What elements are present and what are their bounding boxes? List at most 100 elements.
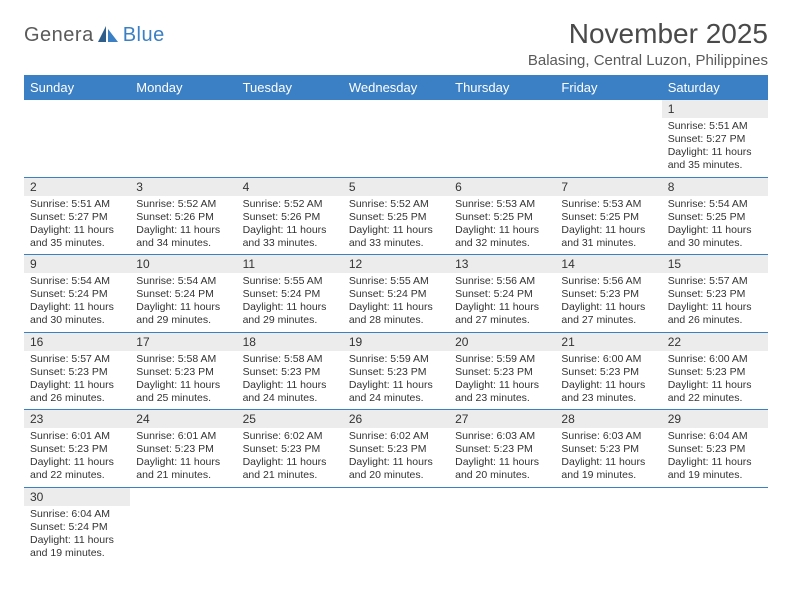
day-content-cell: Sunrise: 5:54 AMSunset: 5:25 PMDaylight:… xyxy=(662,196,768,255)
day-content-cell: Sunrise: 5:58 AMSunset: 5:23 PMDaylight:… xyxy=(130,351,236,410)
day-content-cell: Sunrise: 6:04 AMSunset: 5:24 PMDaylight:… xyxy=(24,506,130,565)
sunset-text: Sunset: 5:23 PM xyxy=(561,288,655,301)
calendar-table: SundayMondayTuesdayWednesdayThursdayFrid… xyxy=(24,75,768,564)
sunset-text: Sunset: 5:24 PM xyxy=(136,288,230,301)
day-content-cell: Sunrise: 5:51 AMSunset: 5:27 PMDaylight:… xyxy=(662,118,768,177)
day-content-cell xyxy=(343,118,449,177)
day-number-cell: 23 xyxy=(24,410,130,428)
day-content-cell: Sunrise: 5:53 AMSunset: 5:25 PMDaylight:… xyxy=(555,196,661,255)
day-number-cell: 14 xyxy=(555,255,661,273)
day-content-cell: Sunrise: 5:53 AMSunset: 5:25 PMDaylight:… xyxy=(449,196,555,255)
sunrise-text: Sunrise: 5:54 AM xyxy=(136,275,230,288)
sunrise-text: Sunrise: 5:53 AM xyxy=(561,198,655,211)
day-content-cell: Sunrise: 5:52 AMSunset: 5:26 PMDaylight:… xyxy=(237,196,343,255)
sunset-text: Sunset: 5:25 PM xyxy=(455,211,549,224)
sunset-text: Sunset: 5:23 PM xyxy=(243,366,337,379)
day-content-cell xyxy=(449,506,555,565)
sunrise-text: Sunrise: 5:58 AM xyxy=(136,353,230,366)
day-number-cell xyxy=(343,488,449,506)
day-content-row: Sunrise: 6:01 AM Sunset: 5:23 PM Daylight:… xyxy=(24,428,768,487)
day-content-cell xyxy=(130,118,236,177)
sunset-text: Sunset: 5:25 PM xyxy=(561,211,655,224)
sunrise-text: Sunrise: 6:03 AM xyxy=(455,430,549,443)
day-content-cell: Sunrise: 5:55 AMSunset: 5:24 PMDaylight:… xyxy=(343,273,449,332)
daynum-row: 16171819202122 xyxy=(24,333,768,351)
day-number-cell xyxy=(130,488,236,506)
sunrise-text: Sunrise: 5:56 AM xyxy=(455,275,549,288)
day-number-cell: 16 xyxy=(24,333,130,351)
sunset-text: Sunset: 5:24 PM xyxy=(30,521,124,534)
day-number-cell: 13 xyxy=(449,255,555,273)
day-content-cell: Sunrise: 5:57 AMSunset: 5:23 PMDaylight:… xyxy=(24,351,130,410)
daynum-row: 1 xyxy=(24,100,768,118)
daynum-row: 2345678 xyxy=(24,178,768,196)
logo: Genera Blue xyxy=(24,24,165,47)
sunset-text: Sunset: 5:23 PM xyxy=(668,366,762,379)
sunset-text: Sunset: 5:23 PM xyxy=(243,443,337,456)
sunset-text: Sunset: 5:24 PM xyxy=(455,288,549,301)
sunrise-text: Sunrise: 5:55 AM xyxy=(243,275,337,288)
daylight-text: Daylight: 11 hours and 26 minutes. xyxy=(30,379,124,405)
day-number-cell: 11 xyxy=(237,255,343,273)
sunrise-text: Sunrise: 6:01 AM xyxy=(30,430,124,443)
daylight-text: Daylight: 11 hours and 30 minutes. xyxy=(668,224,762,250)
sunset-text: Sunset: 5:27 PM xyxy=(668,133,762,146)
sunrise-text: Sunrise: 6:01 AM xyxy=(136,430,230,443)
day-number-cell: 21 xyxy=(555,333,661,351)
day-content-cell: Sunrise: 5:55 AMSunset: 5:24 PMDaylight:… xyxy=(237,273,343,332)
sunset-text: Sunset: 5:23 PM xyxy=(561,366,655,379)
daynum-row: 30 xyxy=(24,488,768,506)
daylight-text: Daylight: 11 hours and 33 minutes. xyxy=(243,224,337,250)
sunrise-text: Sunrise: 5:57 AM xyxy=(668,275,762,288)
day-content-row: Sunrise: 5:51 AMSunset: 5:27 PMDaylight:… xyxy=(24,196,768,255)
daylight-text: Daylight: 11 hours and 35 minutes. xyxy=(668,146,762,172)
day-header-sunday: Sunday xyxy=(24,75,130,100)
day-number-cell xyxy=(555,100,661,118)
daylight-text: Daylight: 11 hours and 29 minutes. xyxy=(136,301,230,327)
sunset-text: Sunset: 5:26 PM xyxy=(243,211,337,224)
sunset-text: Sunset: 5:23 PM xyxy=(136,366,230,379)
day-content-cell: Sunrise: 5:52 AMSunset: 5:26 PMDaylight:… xyxy=(130,196,236,255)
sunset-text: Sunset: 5:23 PM xyxy=(668,288,762,301)
day-number-cell xyxy=(343,100,449,118)
daylight-text: Daylight: 11 hours and 24 minutes. xyxy=(349,379,443,405)
day-number-cell: 22 xyxy=(662,333,768,351)
daylight-text: Daylight: 11 hours and 29 minutes. xyxy=(243,301,337,327)
day-content-cell xyxy=(130,506,236,565)
sunset-text: Sunset: 5:23 PM xyxy=(30,366,124,379)
day-content-cell xyxy=(237,506,343,565)
header: Genera Blue November 2025 Balasing, Cent… xyxy=(24,18,768,69)
sunrise-text: Sunrise: 6:00 AM xyxy=(668,353,762,366)
day-number-cell: 6 xyxy=(449,178,555,196)
day-content-cell: Sunrise: 6:03 AMSunset: 5:23 PMDaylight:… xyxy=(555,428,661,487)
day-content-cell: Sunrise: 5:58 AMSunset: 5:23 PMDaylight:… xyxy=(237,351,343,410)
day-content-cell xyxy=(449,118,555,177)
daylight-text: Daylight: 11 hours and 22 minutes. xyxy=(668,379,762,405)
sunrise-text: Sunrise: 5:54 AM xyxy=(30,275,124,288)
day-number-cell: 18 xyxy=(237,333,343,351)
sunrise-text: Sunrise: 5:52 AM xyxy=(349,198,443,211)
day-number-cell: 27 xyxy=(449,410,555,428)
day-header-row: SundayMondayTuesdayWednesdayThursdayFrid… xyxy=(24,75,768,100)
day-content-cell: Sunrise: 6:03 AMSunset: 5:23 PMDaylight:… xyxy=(449,428,555,487)
sunrise-text: Sunrise: 5:56 AM xyxy=(561,275,655,288)
day-number-cell: 24 xyxy=(130,410,236,428)
daylight-text: Daylight: 11 hours and 27 minutes. xyxy=(561,301,655,327)
sunset-text: Sunset: 5:23 PM xyxy=(349,366,443,379)
day-number-cell: 12 xyxy=(343,255,449,273)
day-header-thursday: Thursday xyxy=(449,75,555,100)
day-number-cell xyxy=(237,100,343,118)
day-number-cell xyxy=(449,100,555,118)
daylight-text: Daylight: 11 hours and 20 minutes. xyxy=(455,456,549,482)
daylight-text: Daylight: 11 hours and 34 minutes. xyxy=(136,224,230,250)
day-content-cell: Sunrise: 6:00 AMSunset: 5:23 PMDaylight:… xyxy=(662,351,768,410)
sunrise-text: Sunrise: 5:59 AM xyxy=(455,353,549,366)
day-content-cell: Sunrise: 5:56 AMSunset: 5:24 PMDaylight:… xyxy=(449,273,555,332)
day-number-cell xyxy=(449,488,555,506)
daylight-text: Daylight: 11 hours and 22 minutes. xyxy=(30,456,124,482)
sunrise-text: Sunrise: 6:04 AM xyxy=(30,508,124,521)
sunrise-text: Sunrise: 5:51 AM xyxy=(30,198,124,211)
daylight-text: Daylight: 11 hours and 20 minutes. xyxy=(349,456,443,482)
day-number-cell: 30 xyxy=(24,488,130,506)
sunrise-text: Sunrise: 5:58 AM xyxy=(243,353,337,366)
